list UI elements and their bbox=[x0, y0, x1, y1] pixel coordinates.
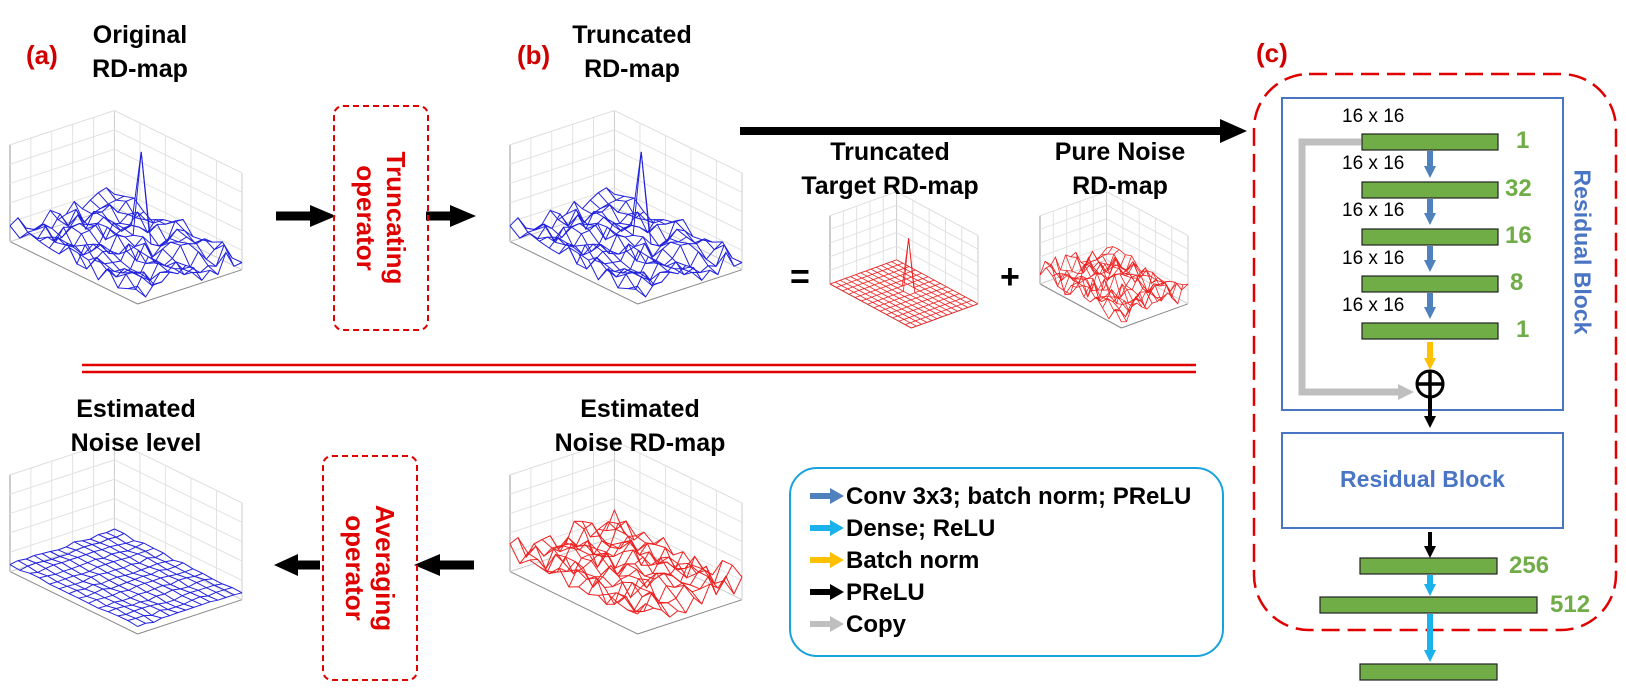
target-title-line2: Target RD-map bbox=[801, 172, 979, 200]
estimated-noise-level-title: Estimated Noise level bbox=[46, 392, 226, 460]
panel-b-title-line2: RD-map bbox=[584, 55, 680, 83]
legend-item-prelu: PReLU bbox=[846, 579, 925, 606]
prelu-arrow bbox=[1424, 398, 1436, 428]
separator-double-line bbox=[82, 363, 1196, 374]
addition-node bbox=[1415, 369, 1445, 399]
arrow-out-of-averaging bbox=[274, 554, 320, 576]
layer-bar-1 bbox=[1361, 133, 1499, 151]
arrow-into-averaging bbox=[414, 554, 474, 576]
truncating-line1: Truncating bbox=[381, 151, 411, 285]
legend-arrowhead-4 bbox=[830, 616, 844, 632]
legend-box: Conv 3x3; batch norm; PReLU Dense; ReLU … bbox=[789, 467, 1224, 657]
legend-arrowhead-1 bbox=[830, 520, 844, 536]
panel-b-title: Truncated RD-map bbox=[552, 18, 712, 86]
panel-a-title-line1: Original bbox=[92, 21, 188, 49]
legend-item-conv: Conv 3x3; batch norm; PReLU bbox=[846, 483, 1192, 510]
layer-dim-2: 16 x 16 bbox=[1342, 153, 1405, 174]
dense-units-512: 512 bbox=[1550, 591, 1591, 618]
dense-arrow bbox=[1424, 575, 1436, 662]
batch-norm-arrow bbox=[1424, 342, 1436, 370]
truncated-target-rd-map-plot bbox=[829, 191, 979, 329]
estimated-noise-map-title: Estimated Noise RD-map bbox=[530, 392, 750, 460]
layer-dim-5: 16 x 16 bbox=[1342, 295, 1405, 316]
prelu-arrow-2 bbox=[1424, 532, 1436, 558]
target-title-line1: Truncated bbox=[830, 138, 950, 166]
residual-block-label-vertical: Residual Block bbox=[1569, 169, 1596, 335]
legend-item-copy: Copy bbox=[846, 611, 906, 638]
truncated-target-title: Truncated Target RD-map bbox=[790, 135, 990, 203]
legend-item-dense: Dense; ReLU bbox=[846, 515, 996, 542]
layer-bar-3 bbox=[1361, 228, 1499, 246]
legend-arrowhead-2 bbox=[830, 552, 844, 568]
layer-bar-2 bbox=[1361, 181, 1499, 199]
layer-channels-1: 1 bbox=[1516, 127, 1530, 154]
layer-bar-5 bbox=[1361, 322, 1499, 340]
dense-bar-256 bbox=[1359, 557, 1498, 575]
residual-block-label-2: Residual Block bbox=[1340, 466, 1505, 492]
averaging-line2: operator bbox=[340, 515, 370, 621]
output-bar bbox=[1359, 663, 1498, 681]
estimated-noise-rd-map-plot bbox=[509, 440, 743, 635]
truncating-line2: operator bbox=[351, 165, 381, 271]
noise-title-line1: Pure Noise bbox=[1054, 138, 1186, 166]
pure-noise-title: Pure Noise RD-map bbox=[1040, 135, 1200, 203]
layer-channels-4: 8 bbox=[1510, 269, 1524, 296]
layer-channels-5: 1 bbox=[1516, 316, 1530, 343]
layer-bar-4 bbox=[1361, 275, 1499, 293]
panel-a-title-line2: RD-map bbox=[92, 55, 188, 83]
layer-dim-4: 16 x 16 bbox=[1342, 248, 1405, 269]
truncating-operator-box: Truncating operator bbox=[333, 105, 429, 331]
legend-arrowhead-0 bbox=[830, 488, 844, 504]
noise-map-line2: Noise RD-map bbox=[554, 429, 726, 457]
noise-level-line1: Estimated bbox=[76, 395, 196, 423]
averaging-operator-label: Averaging operator bbox=[340, 505, 400, 631]
panel-b-title-line1: Truncated bbox=[572, 21, 692, 49]
estimated-noise-level-plot bbox=[9, 440, 243, 635]
pure-noise-rd-map-plot bbox=[1039, 191, 1189, 329]
arrow-into-truncating bbox=[276, 205, 336, 227]
residual-block-box-2 bbox=[1281, 432, 1564, 529]
residual-block-box bbox=[1281, 97, 1564, 411]
truncating-operator-label: Truncating operator bbox=[351, 152, 411, 285]
legend-arrowhead-3 bbox=[830, 584, 844, 600]
to-network-arrow bbox=[740, 119, 1247, 143]
layer-channels-2: 32 bbox=[1505, 175, 1532, 202]
legend-item-batchnorm: Batch norm bbox=[846, 547, 980, 574]
panel-a-title: Original RD-map bbox=[60, 18, 220, 86]
dense-units-256: 256 bbox=[1509, 552, 1550, 579]
layer-dim-1: 16 x 16 bbox=[1342, 106, 1405, 127]
original-rd-map-plot bbox=[9, 110, 243, 305]
panel-b-letter: (b) bbox=[517, 40, 551, 70]
layer-channels-3: 16 bbox=[1505, 222, 1532, 249]
layer-dim-3: 16 x 16 bbox=[1342, 200, 1405, 221]
truncated-rd-map-plot bbox=[509, 110, 743, 305]
noise-title-line2: RD-map bbox=[1072, 172, 1168, 200]
network-dashed-frame bbox=[1252, 72, 1618, 632]
panel-a-letter: (a) bbox=[26, 40, 58, 70]
panel-c-letter: (c) bbox=[1256, 38, 1288, 68]
noise-level-line2: Noise level bbox=[70, 429, 202, 457]
averaging-operator-box: Averaging operator bbox=[322, 455, 418, 681]
averaging-line1: Averaging bbox=[370, 504, 400, 632]
arrow-out-of-truncating bbox=[426, 205, 476, 227]
noise-map-line1: Estimated bbox=[580, 395, 700, 423]
copy-skip-connection bbox=[1298, 138, 1414, 400]
dense-bar-512 bbox=[1319, 596, 1538, 614]
conv-arrow bbox=[1424, 151, 1436, 319]
plus-sign: + bbox=[1000, 258, 1020, 296]
equals-sign: = bbox=[790, 258, 810, 296]
